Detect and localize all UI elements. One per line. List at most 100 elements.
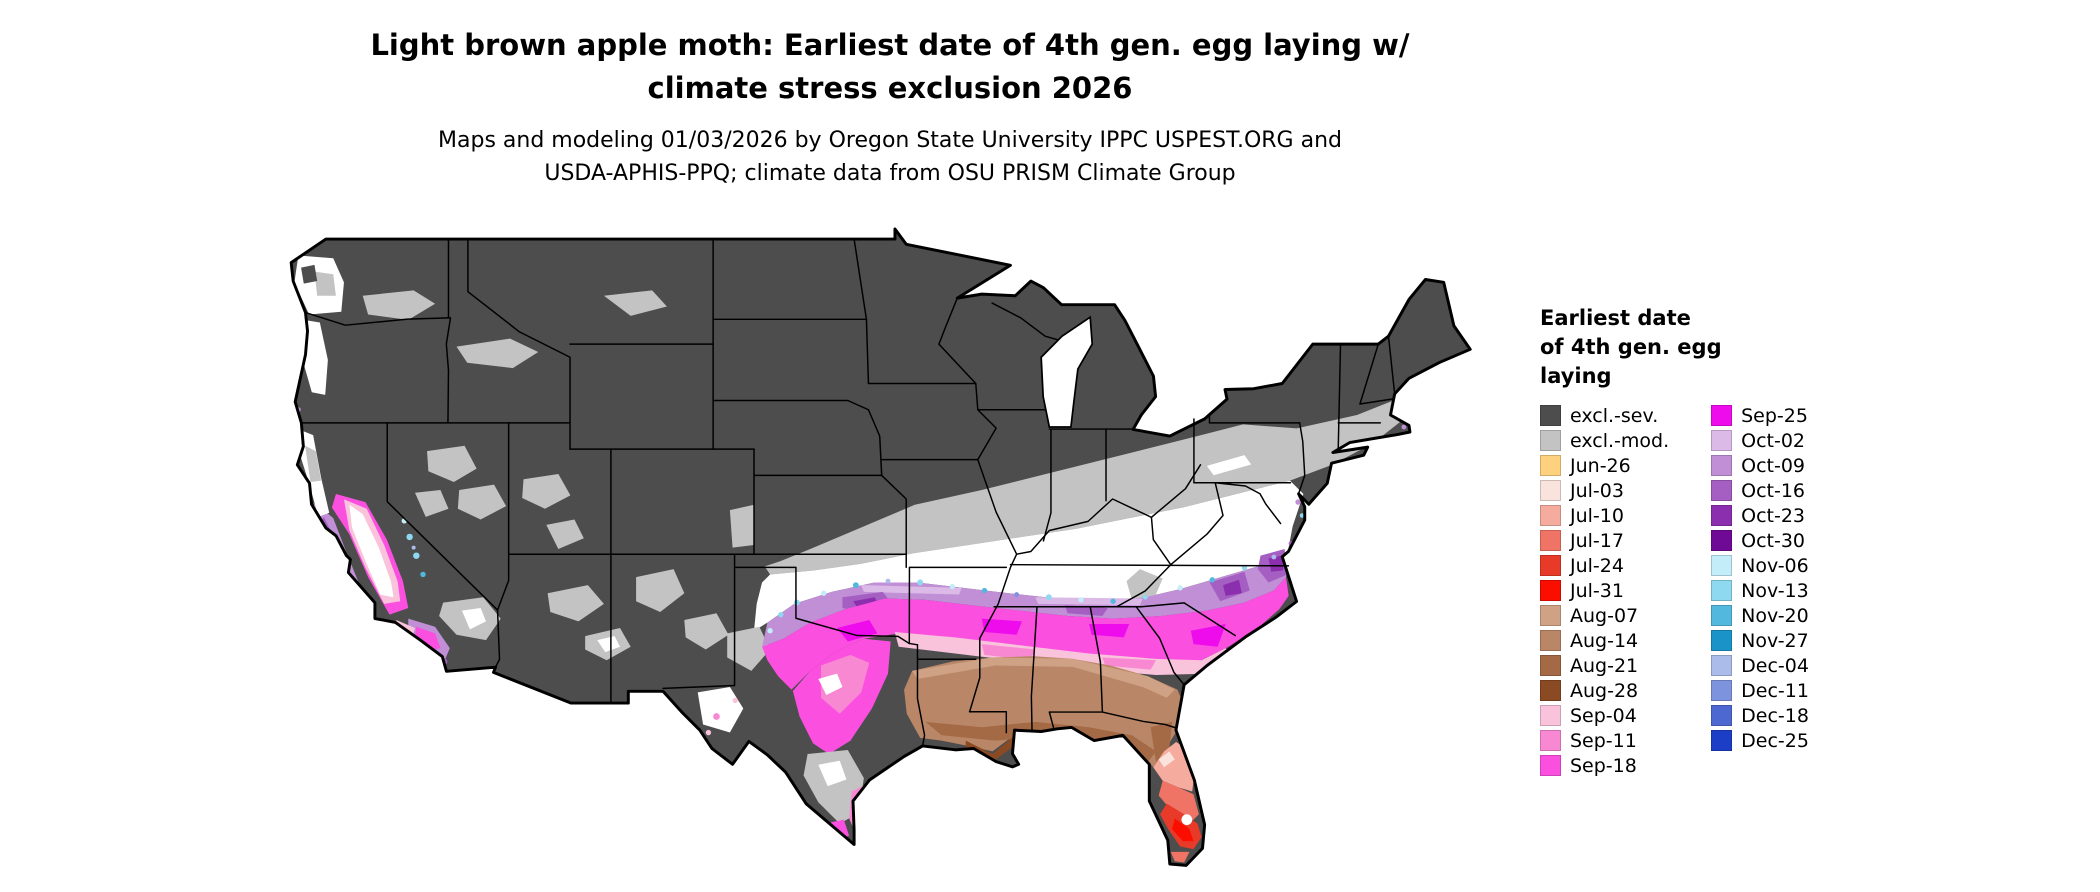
region-pink-patch-2	[1102, 657, 1156, 670]
legend-item: Nov-13	[1711, 578, 1809, 603]
us-map-svg	[289, 227, 1472, 876]
region-lavender-strip-1	[861, 585, 962, 595]
region-nv-gray-2	[457, 484, 507, 520]
legend-item-label: Aug-21	[1570, 654, 1639, 677]
legend-color-swatch	[1540, 705, 1561, 726]
legend-item: Oct-30	[1711, 528, 1809, 553]
legend-color-swatch	[1711, 680, 1733, 701]
legend-item: Jul-03	[1540, 478, 1669, 503]
legend-item: Dec-25	[1711, 728, 1809, 753]
legend-item-label: Jul-17	[1570, 529, 1624, 552]
region-excluded-moderate-band	[764, 362, 1471, 575]
legend-color-swatch	[1711, 580, 1733, 601]
legend-color-swatch	[1711, 555, 1733, 576]
legend-item-label: Oct-02	[1741, 429, 1806, 452]
legend-item: Dec-11	[1711, 678, 1809, 703]
cold-fringe-specks	[767, 424, 1407, 634]
legend-item-label: excl.-mod.	[1570, 429, 1670, 452]
region-florida-bright-red	[1172, 818, 1194, 842]
region-ut-gray-1	[522, 473, 571, 509]
legend-color-swatch	[1540, 605, 1561, 626]
lake-michigan	[1040, 315, 1094, 428]
legend-color-swatch	[1540, 755, 1561, 776]
legend-color-swatch	[1540, 580, 1561, 601]
legend-item-label: Oct-30	[1741, 529, 1806, 552]
legend-item: Sep-04	[1540, 703, 1669, 728]
region-nv-gray-3	[414, 490, 449, 517]
region-white-band	[754, 480, 1304, 631]
legend-item-label: Jul-10	[1570, 504, 1624, 527]
us-outline	[289, 227, 1472, 867]
legend-color-swatch	[1711, 455, 1733, 476]
region-south-texas-gray	[803, 749, 864, 824]
chart-subtitle-line2: USDA-APHIS-PPQ; climate data from OSU PR…	[544, 161, 1236, 186]
legend-color-swatch	[1540, 505, 1561, 526]
sierra-speck-1	[406, 533, 413, 541]
region-pa-ridge-white	[1206, 455, 1252, 476]
legend-color-swatch	[1711, 630, 1733, 651]
region-az-gray-1	[547, 585, 604, 622]
legend-item: Aug-07	[1540, 603, 1669, 628]
legend-color-swatch	[1540, 680, 1561, 701]
legend-color-swatch	[1711, 405, 1733, 426]
legend-item-label: Oct-23	[1741, 504, 1806, 527]
legend-item-label: Nov-27	[1741, 629, 1809, 652]
legend-color-swatch	[1540, 530, 1561, 551]
region-smokies-gray	[1126, 569, 1163, 600]
region-magenta-bright-2	[1089, 624, 1130, 638]
legend-color-swatch	[1711, 505, 1733, 526]
map-fill-regions	[291, 228, 1471, 876]
region-west-texas-gray	[727, 626, 771, 671]
legend-color-swatch	[1540, 730, 1561, 751]
region-south-texas-white	[818, 760, 847, 787]
chart-subtitle: Maps and modeling 01/03/2026 by Oregon S…	[0, 124, 1780, 190]
legend-item: Aug-28	[1540, 678, 1669, 703]
legend-item-label: Jun-26	[1570, 454, 1631, 477]
legend-item-label: Dec-25	[1741, 729, 1809, 752]
legend-item: Jun-26	[1540, 453, 1669, 478]
region-magenta-bright-3	[1190, 624, 1226, 647]
legend-item: Sep-25	[1711, 403, 1809, 428]
keys-orange-2	[1179, 871, 1184, 876]
legend-item-label: Dec-04	[1741, 654, 1809, 677]
legend-item-label: Nov-20	[1741, 604, 1809, 627]
legend-item: Aug-14	[1540, 628, 1669, 653]
legend-column-1: excl.-sev. excl.-mod. Jun-26 Jul-03 Jul-10 Ju…	[1540, 403, 1669, 778]
region-magenta-band	[762, 577, 1289, 690]
region-central-valley-white	[349, 504, 394, 598]
legend-item: Jul-24	[1540, 553, 1669, 578]
region-florida-coral	[1158, 780, 1199, 824]
legend-item: Nov-06	[1711, 553, 1809, 578]
region-ut-gray-2	[546, 519, 584, 549]
legend-item: Jul-10	[1540, 503, 1669, 528]
legend-color-swatch	[1540, 630, 1561, 651]
legend-item: Oct-23	[1711, 503, 1809, 528]
legend-item: Oct-09	[1711, 453, 1809, 478]
legend-item: Jul-31	[1540, 578, 1669, 603]
legend-item: Jul-17	[1540, 528, 1669, 553]
legend-item: Oct-16	[1711, 478, 1809, 503]
legend-item-label: Aug-28	[1570, 679, 1639, 702]
region-west-wa-gray	[314, 271, 336, 296]
legend-color-swatch	[1540, 555, 1561, 576]
us-map	[268, 218, 1508, 888]
legend-color-swatch	[1711, 730, 1733, 751]
legend-color-swatch	[1540, 430, 1561, 451]
legend-item-label: excl.-sev.	[1570, 404, 1659, 427]
region-az-white	[597, 636, 620, 653]
legend-item: Dec-04	[1711, 653, 1809, 678]
legend-item: Sep-11	[1540, 728, 1669, 753]
region-brown-band	[904, 656, 1186, 768]
legend-item-label: Sep-18	[1570, 754, 1637, 777]
wtx-pink-speck-1	[713, 713, 720, 720]
region-co-east-gray	[729, 504, 754, 548]
state-borders	[300, 238, 1396, 747]
legend: Earliest date of 4th gen. egg laying exc…	[1540, 304, 2000, 778]
legend-item: Nov-20	[1711, 603, 1809, 628]
region-west-texas-white	[697, 687, 744, 733]
region-mt-gray	[603, 290, 667, 316]
legend-item: Oct-02	[1711, 428, 1809, 453]
chart-title-line1: Light brown apple moth: Earliest date of…	[370, 28, 1410, 62]
wtx-pink-speck-2	[732, 697, 738, 704]
